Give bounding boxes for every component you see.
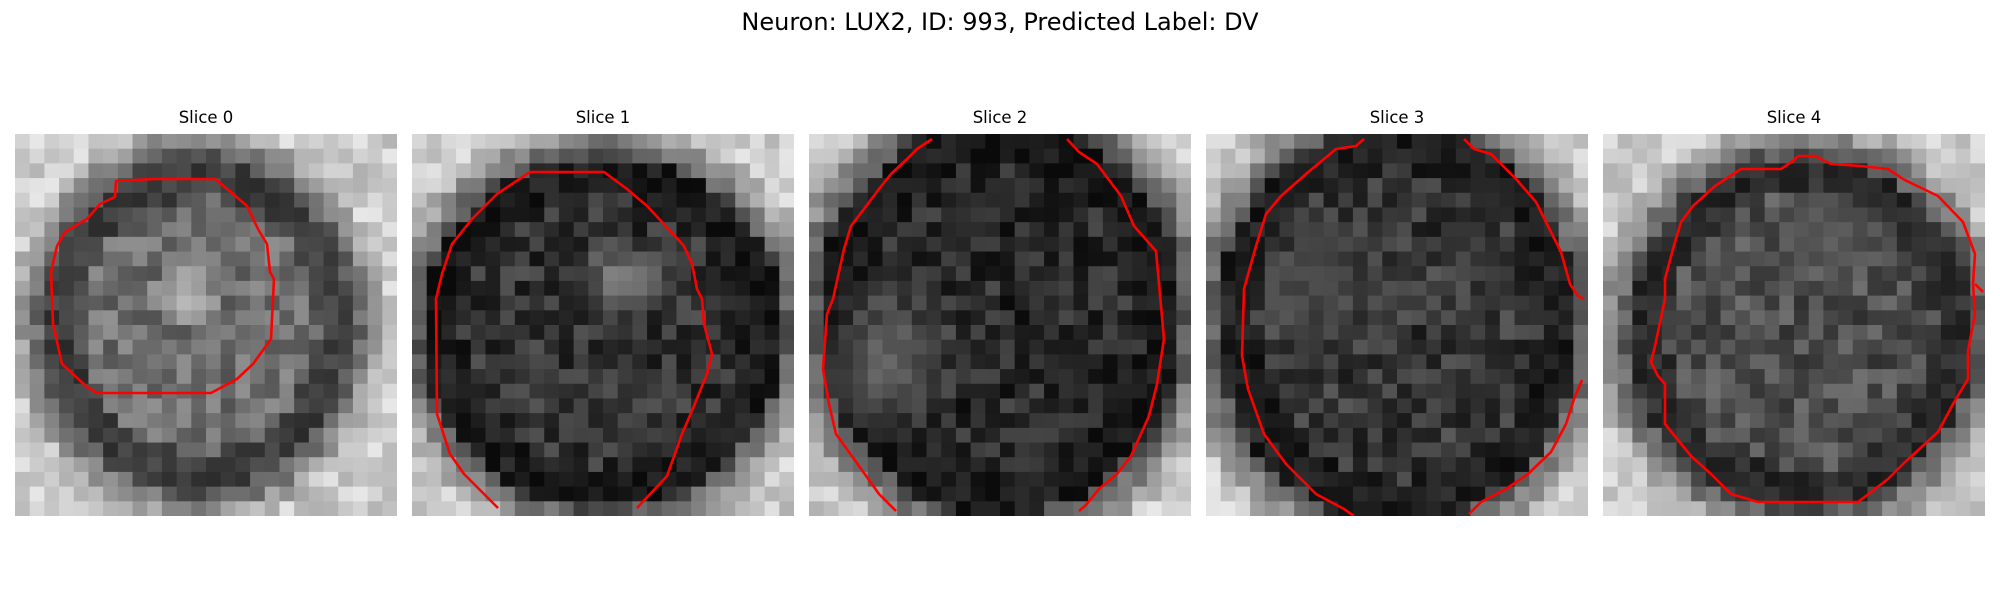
slice-title-0: Slice 0 [178, 108, 234, 127]
slice-panel-3: Slice 3 [1206, 107, 1588, 519]
slice-title-1: Slice 1 [575, 108, 631, 127]
cell-contour-0 [49, 177, 276, 395]
cell-contour-4 [1649, 154, 1977, 504]
microscopy-image-slice-4 [1603, 134, 1985, 516]
microscopy-image-slice-2 [809, 134, 1191, 516]
microscopy-image-slice-3 [1206, 134, 1588, 516]
cell-contour-2 [821, 137, 933, 512]
slice-panel-0: Slice 0 [15, 107, 397, 519]
cell-contour-3-lower-right [1468, 379, 1584, 515]
cell-contour-3-right [1463, 138, 1585, 301]
slice-panel-1: Slice 1 [412, 107, 794, 519]
cell-contour-4-edge [1974, 283, 1984, 293]
slice-title-4: Slice 4 [1766, 108, 1822, 127]
slice-title-3: Slice 3 [1369, 108, 1425, 127]
slice-title-2: Slice 2 [972, 108, 1028, 127]
figure-title: Neuron: LUX2, ID: 993, Predicted Label: … [741, 8, 1259, 36]
cell-contour-3 [1240, 138, 1365, 516]
microscopy-image-slice-1 [412, 134, 794, 516]
cell-contour-1 [434, 170, 714, 509]
microscopy-image-slice-0 [15, 134, 397, 516]
slice-panel-2: Slice 2 [809, 107, 1191, 519]
slice-panel-4: Slice 4 [1603, 107, 1985, 519]
cell-contour-2-right [1066, 138, 1166, 512]
